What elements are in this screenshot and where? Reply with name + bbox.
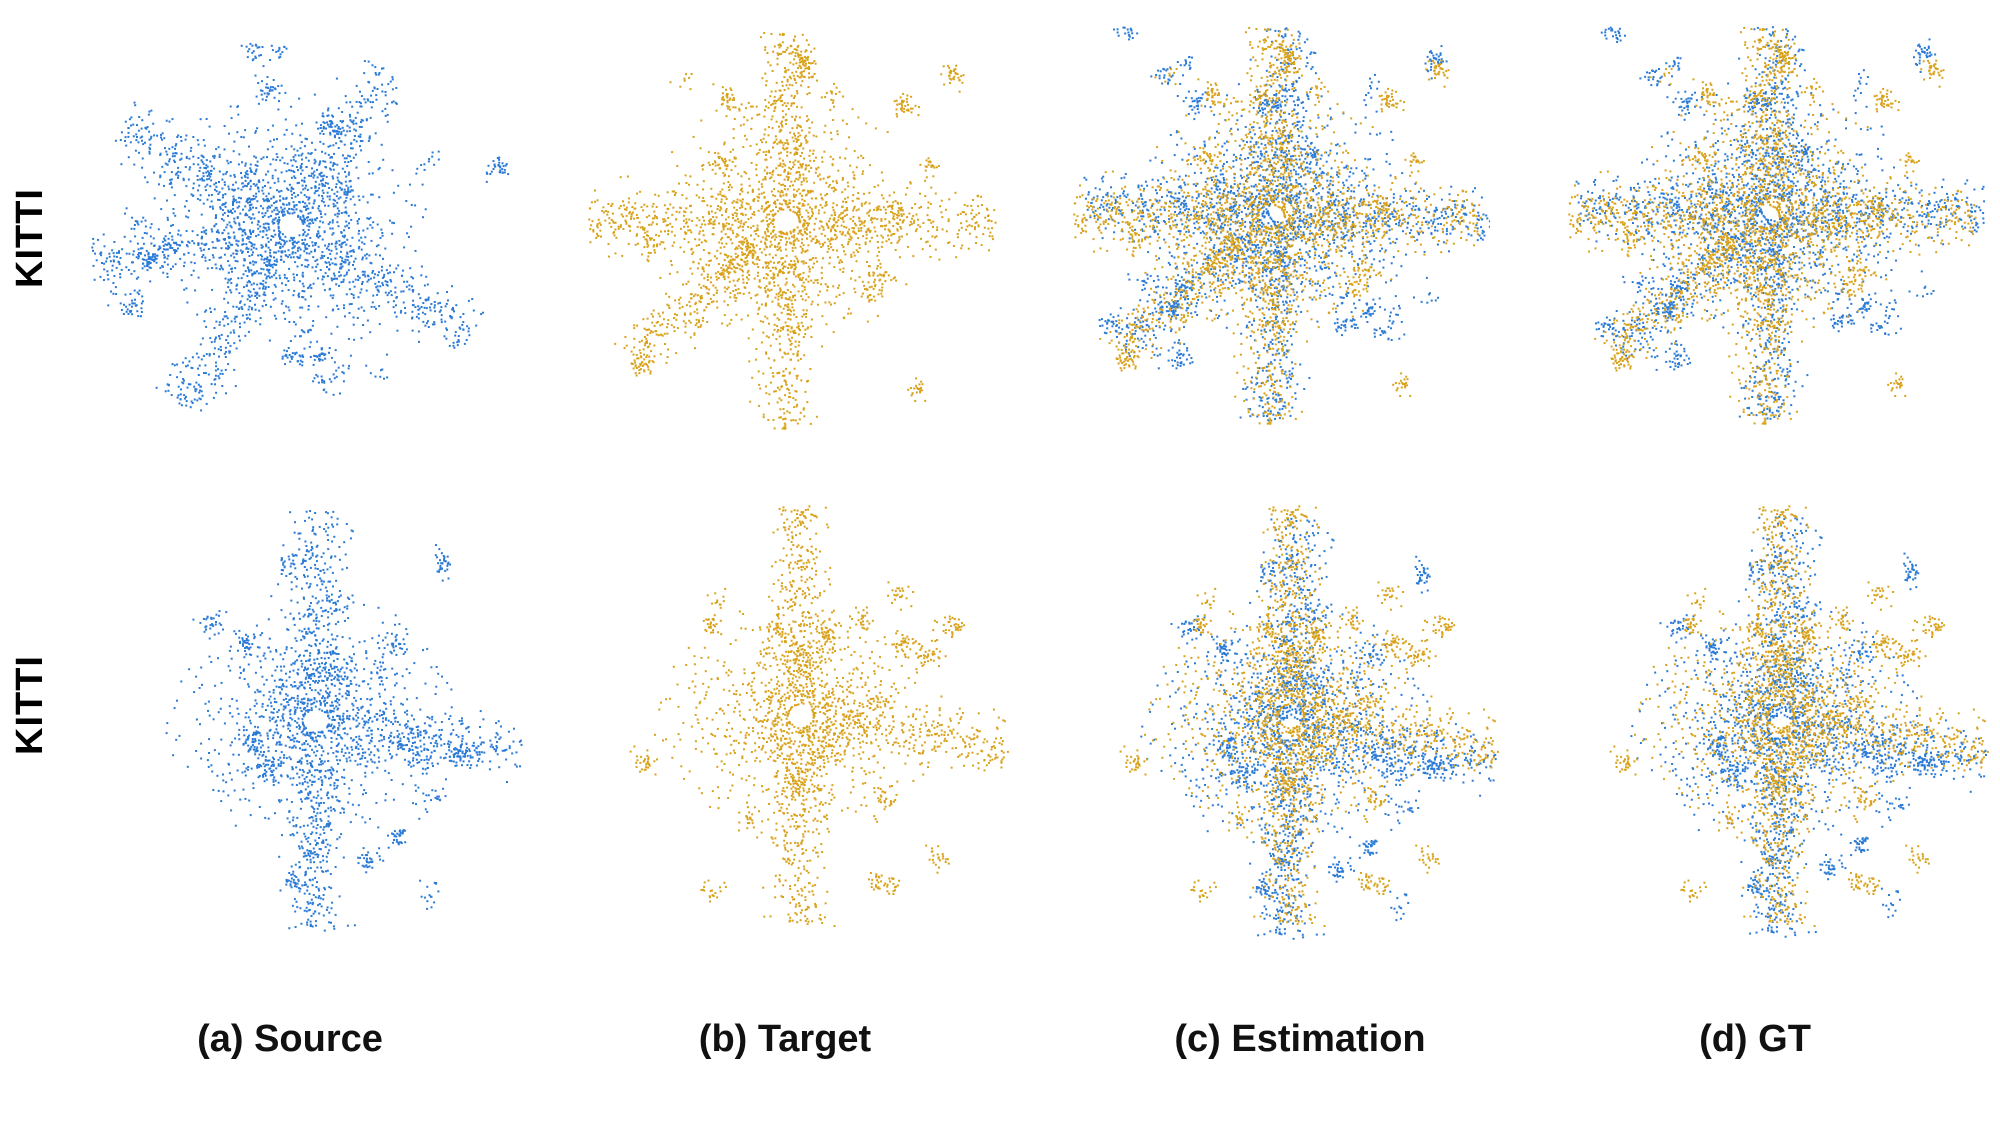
point-cloud-target-1 <box>588 32 997 430</box>
point-cloud-gt-2 <box>1609 505 1989 938</box>
column-label-estimation: (c) Estimation <box>1100 1018 1500 1061</box>
point-cloud-source-1 <box>91 42 510 412</box>
panel-row1-gt <box>1565 25 1985 465</box>
point-cloud-estimation-2 <box>1119 505 1499 940</box>
panel-row2-target <box>590 500 1010 940</box>
column-label-source: (a) Source <box>90 1018 490 1061</box>
panel-row2-estimation <box>1080 500 1500 940</box>
column-label-target: (b) Target <box>585 1018 985 1061</box>
row-label-kitti-1: KITTI <box>0 138 60 338</box>
panel-row2-gt <box>1570 500 1990 940</box>
panel-row2-source <box>105 500 525 940</box>
panel-row1-source <box>90 40 510 480</box>
point-cloud-estimation-1 <box>1073 26 1490 425</box>
panel-row1-target <box>585 30 1005 470</box>
point-cloud-target-2 <box>629 505 1009 927</box>
column-label-gt: (d) GT <box>1555 1018 1955 1061</box>
row-label-kitti-2: KITTI <box>0 605 60 805</box>
panel-row1-estimation <box>1070 25 1490 465</box>
point-cloud-source-2 <box>165 510 523 932</box>
point-cloud-gt-1 <box>1568 26 1985 425</box>
